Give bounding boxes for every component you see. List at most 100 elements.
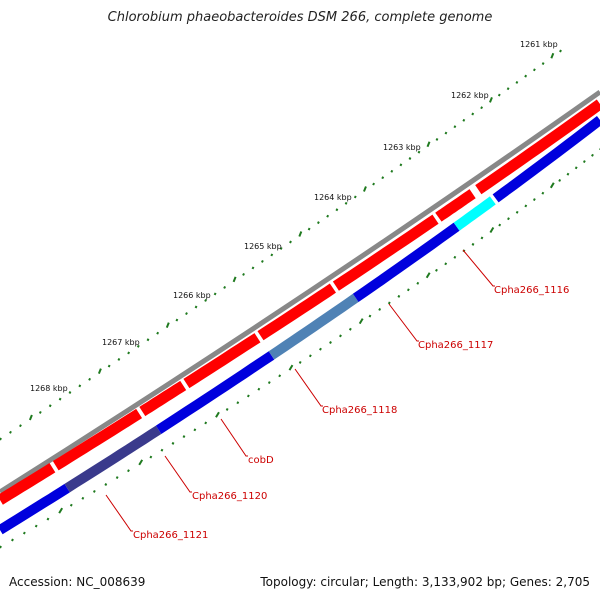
ruler-tick: [541, 62, 545, 65]
ruler-tick: [175, 318, 179, 322]
ruler-tick: [223, 285, 227, 289]
inner-tick: [515, 210, 519, 214]
inner-tick: [348, 327, 352, 331]
inner-tick: [566, 172, 570, 176]
reverse-gene-5: [352, 222, 460, 303]
ruler-tick: [353, 195, 357, 199]
inner-tick: [22, 531, 26, 535]
inner-tick: [339, 334, 342, 338]
ruler-tick: [251, 266, 255, 270]
ruler-tick: [298, 231, 303, 237]
forward-strand-track: [0, 99, 600, 505]
ruler-tick: [107, 364, 111, 368]
ruler-label: 1268 kbp: [30, 384, 68, 393]
forward-gene-8: [475, 99, 600, 195]
ruler-tick: [146, 338, 150, 342]
ruler-tick: [335, 208, 339, 212]
accession-text: Accession: NC_008639: [9, 575, 146, 589]
ruler-tick: [156, 331, 160, 335]
ruler-tick: [489, 96, 493, 103]
inner-tick: [115, 476, 119, 480]
ruler-tick: [559, 49, 562, 53]
inner-tick: [92, 489, 96, 493]
genome-summary: Topology: circular; Length: 3,133,902 bp…: [260, 575, 590, 589]
ruler-tick: [270, 253, 274, 257]
ruler-tick: [372, 182, 375, 186]
ruler-tick: [506, 87, 510, 91]
ruler-tick: [261, 259, 264, 263]
inner-tick: [397, 294, 401, 298]
inner-tick: [58, 507, 64, 514]
inner-tick: [368, 314, 372, 318]
inner-tick: [591, 153, 594, 157]
inner-tick: [358, 318, 364, 325]
ruler-tick: [232, 276, 237, 283]
inner-tick: [532, 198, 536, 201]
ruler-tick: [185, 312, 188, 315]
reverse-gene-7: [492, 116, 600, 203]
inner-tick: [267, 381, 271, 384]
inner-tick: [46, 517, 50, 521]
tick-marks: [0, 49, 600, 549]
ruler-tick: [165, 322, 170, 329]
inner-tick: [225, 407, 229, 411]
ruler-label: 1265 kbp: [244, 242, 282, 251]
gene-label-Cpha266_1118: Cpha266_1118: [322, 405, 397, 416]
ruler-tick: [453, 125, 457, 129]
reverse-gene-6: [453, 196, 496, 231]
ruler-tick: [515, 80, 519, 84]
ruler-tick: [213, 292, 217, 296]
ruler-label: 1262 kbp: [451, 91, 489, 100]
ruler-tick: [19, 424, 22, 428]
inner-tick: [0, 545, 2, 549]
ruler-label: 1261 kbp: [520, 40, 558, 49]
inner-tick: [582, 160, 586, 164]
gene-label-cobD: cobD: [248, 455, 274, 466]
forward-gene-1: [0, 463, 56, 505]
inner-tick: [127, 469, 130, 473]
ruler-label: 1267 kbp: [102, 338, 140, 347]
gene-label-Cpha266_1121: Cpha266_1121: [133, 530, 208, 541]
reverse-gene-4: [268, 293, 359, 360]
ruler-tick: [344, 201, 348, 205]
gene-label-Cpha266_1116: Cpha266_1116: [494, 285, 569, 296]
ruler-tick: [317, 221, 320, 225]
leader-line: [294, 368, 323, 407]
leader-line: [462, 249, 495, 287]
ruler-tick: [381, 176, 385, 180]
ruler-tick: [194, 305, 198, 309]
ruler-tick: [127, 351, 131, 355]
reverse-gene-3: [155, 351, 275, 435]
ruler-tick: [426, 141, 431, 148]
inner-tick: [416, 281, 420, 285]
ruler-tick: [326, 214, 330, 218]
inner-tick: [288, 364, 294, 371]
ruler-tick: [307, 227, 311, 231]
inner-tick: [444, 262, 448, 266]
ruler-tick: [533, 68, 536, 72]
inner-tick: [104, 483, 108, 486]
inner-tick: [425, 272, 431, 279]
map-title: Chlorobium phaeobacteroides DSM 266, com…: [107, 10, 493, 25]
inner-tick: [246, 394, 250, 398]
inner-tick: [541, 191, 545, 195]
ruler-tick: [204, 299, 207, 302]
forward-gene-4: [183, 333, 261, 389]
reverse-strand-track: [0, 116, 600, 535]
forward-gene-3: [139, 380, 187, 417]
inner-tick: [308, 354, 312, 358]
forward-gene-7: [435, 189, 476, 222]
ruler-tick: [68, 391, 72, 394]
ruler-labels: 1261 kbp 1262 kbp 1263 kbp 1264 kbp 1265 kbp…: [30, 40, 558, 393]
inner-tick: [138, 459, 144, 466]
inner-tick: [182, 435, 186, 439]
inner-tick: [471, 242, 475, 246]
inner-tick: [204, 421, 208, 425]
ruler-tick: [88, 377, 91, 381]
inner-tick: [378, 308, 382, 311]
leader-line: [220, 418, 248, 457]
ruler-label: 1264 kbp: [314, 193, 352, 202]
gene-label-Cpha266_1120: Cpha266_1120: [192, 491, 267, 502]
ruler-label: 1263 kbp: [383, 143, 421, 152]
inner-tick: [319, 347, 322, 351]
